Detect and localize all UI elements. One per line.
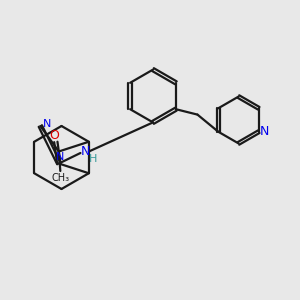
Text: N: N <box>260 125 269 138</box>
Text: N: N <box>56 152 64 163</box>
Text: N: N <box>43 119 51 130</box>
Text: N: N <box>81 145 91 158</box>
Text: CH₃: CH₃ <box>51 172 69 183</box>
Text: O: O <box>50 129 59 142</box>
Text: H: H <box>89 154 97 164</box>
